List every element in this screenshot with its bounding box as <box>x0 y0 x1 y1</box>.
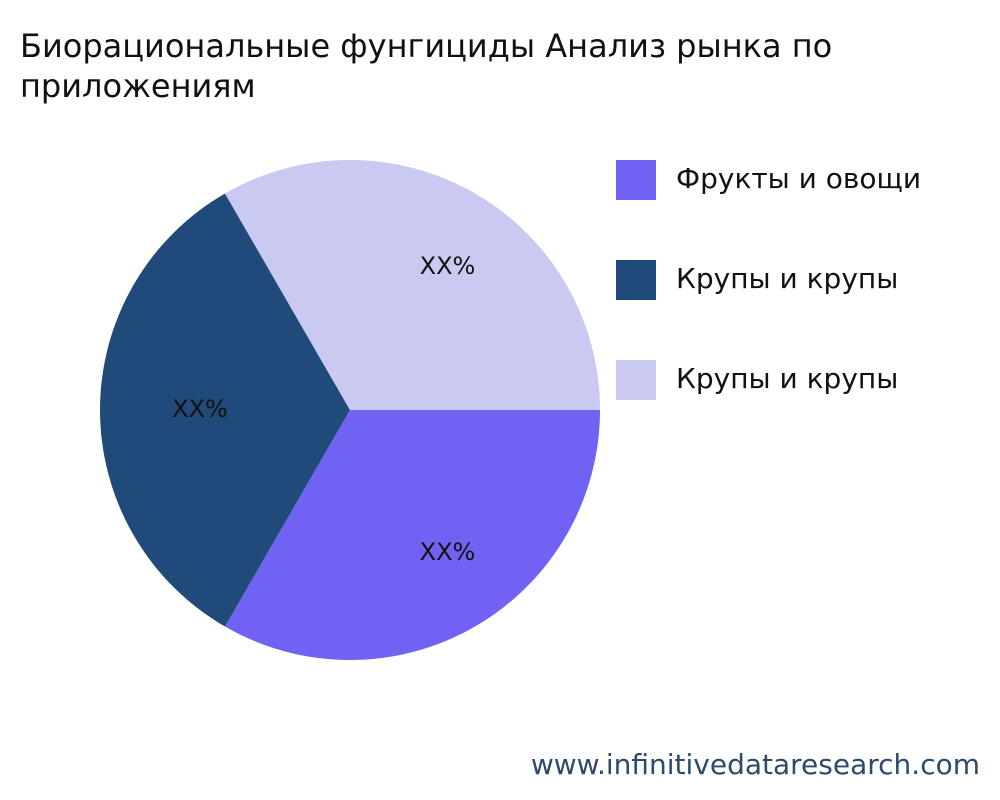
pie-slice <box>225 160 600 410</box>
legend-label: Фрукты и овощи <box>676 162 921 195</box>
legend-swatch <box>616 260 656 300</box>
source-link: www.infinitivedataresearch.com <box>530 748 980 781</box>
data-label: XX% <box>172 395 228 423</box>
legend-swatch <box>616 160 656 200</box>
chart-title: Биорациональные фунгициды Анализ рынка п… <box>20 27 833 105</box>
pie-slice <box>225 410 600 660</box>
data-label: XX% <box>420 252 476 280</box>
legend-label: Крупы и крупы <box>676 262 898 295</box>
legend-label: Крупы и крупы <box>676 362 898 395</box>
data-label: XX% <box>420 538 476 566</box>
legend-swatch <box>616 360 656 400</box>
